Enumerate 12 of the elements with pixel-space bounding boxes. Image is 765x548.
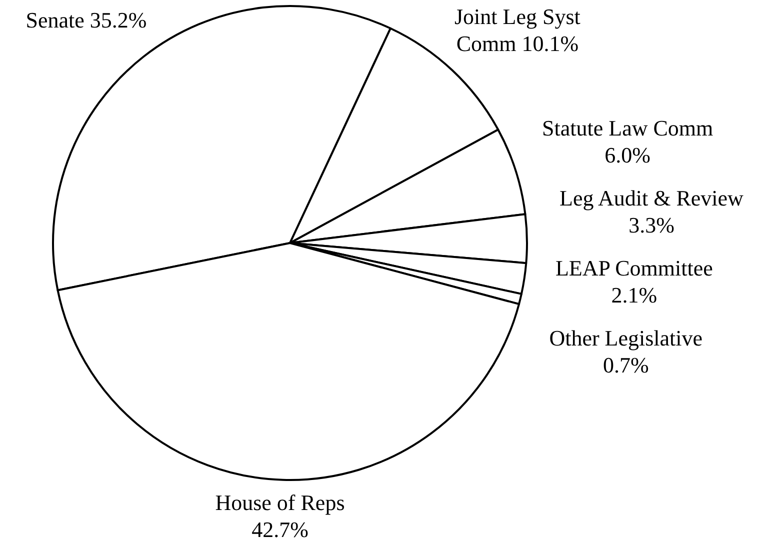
data-label: 3.3% (628, 212, 674, 238)
slice-label: Leg Audit & Review (560, 186, 744, 211)
data-label: 42.7% (252, 517, 308, 542)
slice-label: LEAP Committee (555, 256, 713, 281)
slice-label: Statute Law Comm (542, 116, 714, 141)
slice-label: Other Legislative (549, 326, 703, 351)
slice-label: Joint Leg Syst Comm 10.1% (454, 4, 580, 56)
data-label: 0.7% (602, 352, 649, 378)
data-label: 6.0% (604, 142, 650, 168)
slice-label: House of Reps (215, 490, 345, 515)
data-label: 2.1% (611, 282, 658, 308)
slice-label: Senate 35.2% (26, 8, 147, 33)
